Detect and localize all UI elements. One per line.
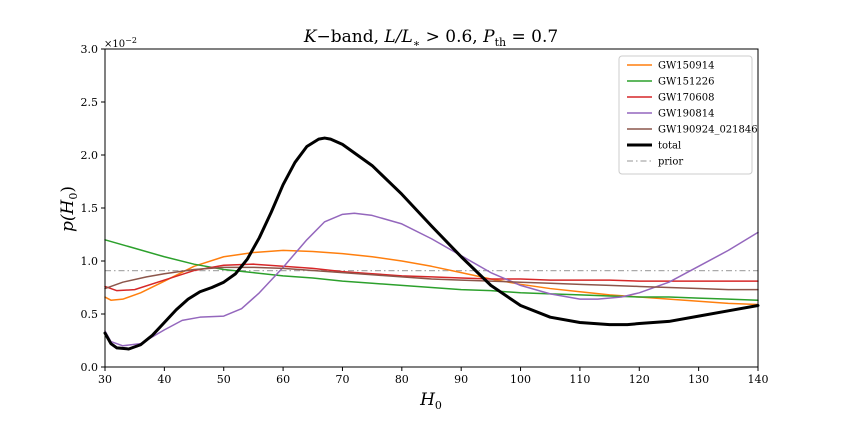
x-tick-label: 30	[98, 373, 112, 386]
y-tick-label: 0.5	[81, 308, 99, 321]
x-tick-label: 100	[510, 373, 531, 386]
legend-label: GW151226	[658, 77, 714, 88]
y-tick-label: 3.0	[81, 43, 99, 56]
chart-title: K−band, L/L∗ > 0.6, Pth = 0.7	[303, 27, 558, 50]
series-line-total	[103, 136, 760, 351]
y-tick-label: 1.5	[81, 202, 99, 215]
y-tick-label: 0.0	[81, 361, 99, 374]
series-line-gw170608	[104, 263, 759, 292]
y-tick-label: 1.0	[81, 255, 99, 268]
x-tick-label: 110	[569, 373, 590, 386]
legend-label: GW190814	[658, 109, 714, 120]
x-axis-label: H0	[419, 390, 442, 412]
y-tick-label: 2.0	[81, 149, 99, 162]
axis-ticks: 30 40 50 60 70 80 90 100 110 120 130 140 0.0 0.5 1.0 1.…	[81, 43, 769, 386]
x-tick-label: 90	[454, 373, 468, 386]
x-tick-label: 120	[629, 373, 650, 386]
legend-label: total	[658, 141, 681, 152]
x-tick-label: 80	[395, 373, 409, 386]
legend: GW150914 GW151226 GW170608 GW190814 GW190924…	[618, 55, 758, 175]
legend-label: prior	[658, 157, 683, 168]
legend-label: GW170608	[658, 93, 714, 104]
legend-box	[618, 55, 753, 175]
y-axis-label: p(H0)	[58, 186, 80, 232]
y-multiplier-label: ×10−2	[104, 36, 137, 50]
x-tick-label: 50	[217, 373, 231, 386]
x-tick-label: 60	[276, 373, 290, 386]
legend-label: GW190924_021846	[658, 125, 758, 136]
plot-frame	[104, 48, 759, 368]
x-tick-label: 40	[157, 373, 171, 386]
y-tick-label: 2.5	[81, 96, 99, 109]
x-tick-label: 140	[748, 373, 769, 386]
legend-label: GW150914	[658, 61, 714, 72]
x-tick-label: 130	[688, 373, 709, 386]
plot-series	[103, 136, 760, 351]
series-line-gw190814	[104, 212, 759, 347]
series-line-gw190924-021846	[104, 266, 759, 291]
x-tick-label: 70	[335, 373, 349, 386]
